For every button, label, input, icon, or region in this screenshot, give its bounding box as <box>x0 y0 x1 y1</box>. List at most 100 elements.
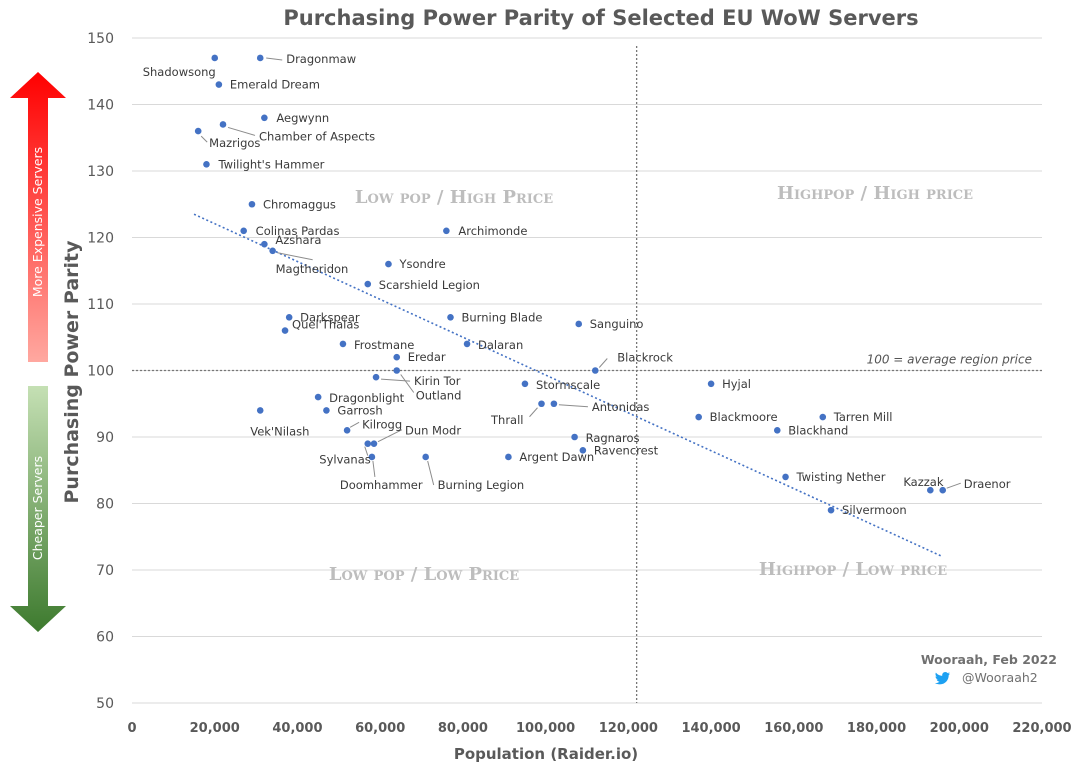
data-point-ravencrest <box>579 447 587 454</box>
data-point-quel-thalas <box>281 327 289 334</box>
y-tick-label: 50 <box>96 696 114 712</box>
point-label-antonidas: Antonidas <box>592 400 650 414</box>
point-label-dalaran: Dalaran <box>478 338 523 352</box>
x-tick-label: 180,000 <box>847 721 906 736</box>
point-label-chamber-of-aspects: Chamber of Aspects <box>259 129 375 143</box>
data-point-ysondre <box>385 260 392 268</box>
point-label-ysondre: Ysondre <box>398 257 445 271</box>
data-point-blackhand <box>773 427 781 434</box>
data-point-dragonmaw <box>256 54 264 62</box>
point-label-kazzak: Kazzak <box>903 475 944 489</box>
axes: 50 60 70 80 90 100 110 120 130 140 150 0 20,000 40,00… <box>61 31 1072 763</box>
x-axis-title: Population (Raider.io) <box>454 745 638 763</box>
leader-line-antonidas <box>558 404 588 408</box>
x-tick-label: 20,000 <box>190 721 240 736</box>
down-arrow: Cheaper Servers <box>10 386 66 632</box>
point-label-kilrogg: Kilrogg <box>362 417 402 431</box>
leader-line-dragonmaw <box>266 57 283 61</box>
leader-line-sylvanas <box>364 446 369 456</box>
data-point-silvermoon <box>827 506 835 514</box>
point-label-aegwynn: Aegwynn <box>276 111 329 125</box>
x-tick-label: 140,000 <box>681 721 740 736</box>
leader-line-blackrock <box>598 358 608 368</box>
point-label-burning-blade: Burning Blade <box>462 310 543 324</box>
data-point-stormscale <box>521 380 529 388</box>
reference-lines: 100 = average region price <box>132 46 1042 703</box>
point-label-hyjal: Hyjal <box>722 377 751 391</box>
y-tick-label: 110 <box>87 297 114 313</box>
quadrant-labels: Low pop / High Price Highpop / High price… <box>329 183 973 585</box>
label-leader-lines <box>200 57 961 489</box>
average-price-annotation: 100 = average region price <box>867 353 1032 367</box>
data-points <box>194 54 947 514</box>
leader-line-burning-legion <box>427 460 435 486</box>
point-label-twilight-s-hammer: Twilight's Hammer <box>217 157 324 171</box>
data-point-draenor <box>939 486 947 494</box>
x-tick-label: 220,000 <box>1012 721 1071 736</box>
y-tick-label: 130 <box>87 164 114 180</box>
point-label-colinas-pardas: Colinas Pardas <box>256 224 340 238</box>
point-label-magtheridon: Magtheridon <box>276 262 349 276</box>
y-tick-label: 140 <box>87 98 114 114</box>
data-point-sanguino <box>575 320 583 328</box>
data-point-sylvanas <box>364 440 372 447</box>
point-label-blackrock: Blackrock <box>617 351 673 365</box>
x-tick-label: 160,000 <box>764 721 823 736</box>
point-label-dragonmaw: Dragonmaw <box>286 52 356 66</box>
data-point-blackrock <box>591 367 599 374</box>
data-point-twilight-s-hammer <box>203 161 210 168</box>
leader-line-kirin-tor <box>381 378 411 382</box>
data-point-darkspear <box>285 314 293 321</box>
data-point-thrall <box>538 400 545 408</box>
y-tick-label: 90 <box>96 430 114 446</box>
data-point-emerald-dream <box>215 81 223 88</box>
point-label-azshara: Azshara <box>275 233 321 247</box>
point-label-blackhand: Blackhand <box>788 423 848 437</box>
point-label-scarshield-legion: Scarshield Legion <box>379 278 480 292</box>
down-arrow-text: Cheaper Servers <box>30 456 45 560</box>
data-point-burning-legion <box>422 453 429 461</box>
quadrant-bottom-right: Highpop / Low price <box>759 559 947 580</box>
point-label-garrosh: Garrosh <box>337 403 382 417</box>
data-point-chamber-of-aspects <box>219 121 227 128</box>
chart-title: Purchasing Power Parity of Selected EU W… <box>283 6 918 30</box>
x-tick-label: 40,000 <box>272 721 322 736</box>
data-point-argent-dawn <box>505 453 512 461</box>
quadrant-bottom-left: Low pop / Low Price <box>329 564 519 585</box>
data-point-chromaggus <box>248 200 256 208</box>
data-point-aegwynn <box>261 114 268 122</box>
data-point-kazzak <box>927 486 934 494</box>
leader-line-thrall <box>529 407 538 418</box>
point-label-doomhammer: Doomhammer <box>340 478 423 492</box>
point-label-darkspear: Darkspear <box>300 310 360 324</box>
point-label-frostmane: Frostmane <box>354 338 414 352</box>
point-label-ravencrest: Ravencrest <box>594 443 659 457</box>
point-label-outland: Outland <box>416 389 462 403</box>
leader-line-doomhammer <box>372 460 376 478</box>
point-label-archimonde: Archimonde <box>458 224 527 238</box>
leader-line-kilrogg <box>349 421 360 428</box>
data-point-mazrigos <box>194 127 202 135</box>
credit-handle: @Wooraah2 <box>962 670 1038 685</box>
point-label-kirin-tor: Kirin Tor <box>414 374 461 388</box>
point-label-emerald-dream: Emerald Dream <box>230 78 320 92</box>
data-point-dalaran <box>463 340 471 348</box>
data-point-tarren-mill <box>819 413 827 421</box>
y-tick-label: 150 <box>87 31 114 47</box>
point-label-burning-legion: Burning Legion <box>438 478 525 492</box>
point-label-dragonblight: Dragonblight <box>329 391 405 405</box>
data-point-kilrogg <box>343 427 351 434</box>
y-tick-label: 70 <box>96 563 114 579</box>
credit-author: Wooraah, Feb 2022 <box>921 652 1057 667</box>
data-point-scarshield-legion <box>364 280 372 288</box>
up-arrow-text: More Expensive Servers <box>30 147 45 297</box>
x-tick-label: 80,000 <box>438 721 488 736</box>
data-point-blackmoore <box>695 413 702 421</box>
data-point-vek-nilash <box>256 407 264 414</box>
data-point-burning-blade <box>447 314 454 321</box>
leader-line-outland <box>400 374 415 393</box>
quadrant-top-right: Highpop / High price <box>777 183 973 204</box>
twitter-bird-icon <box>935 672 950 685</box>
data-point-magtheridon <box>269 247 276 255</box>
